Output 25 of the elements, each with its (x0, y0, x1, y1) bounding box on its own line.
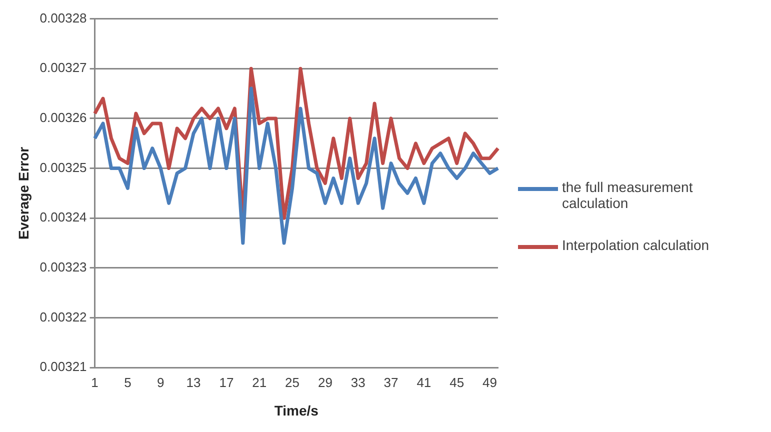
x-tick-label: 33 (350, 374, 366, 390)
y-tick-label: 0.00325 (40, 160, 87, 175)
x-tick-label: 45 (450, 374, 464, 390)
legend-label: Interpolation calculation (562, 237, 710, 253)
y-axis-title: Everage Error (15, 146, 32, 240)
x-tick-label: 17 (219, 374, 234, 390)
x-tick-label: 37 (384, 374, 398, 390)
x-axis-title: Time/s (274, 402, 319, 418)
x-tick-label: 29 (318, 374, 332, 390)
x-tick-label: 21 (252, 374, 267, 390)
legend-label: the full measurement calculation (562, 179, 694, 211)
y-tick-label: 0.00324 (40, 210, 87, 225)
x-tick-label: 1 (91, 374, 98, 390)
y-tick-label: 0.00321 (40, 359, 87, 374)
x-tick-label: 13 (186, 374, 201, 390)
x-tick-label: 5 (124, 374, 132, 390)
x-tick-label: 41 (416, 374, 432, 390)
y-tick-label: 0.00326 (40, 110, 87, 126)
y-tick-label: 0.00328 (40, 10, 87, 26)
y-tick-label: 0.00327 (40, 60, 87, 76)
y-tick-label: 0.00323 (40, 260, 87, 275)
x-tick-label: 25 (285, 374, 300, 390)
y-tick-label: 0.00322 (40, 309, 87, 324)
x-tick-label: 9 (157, 374, 164, 390)
x-tick-label: 49 (482, 374, 498, 390)
